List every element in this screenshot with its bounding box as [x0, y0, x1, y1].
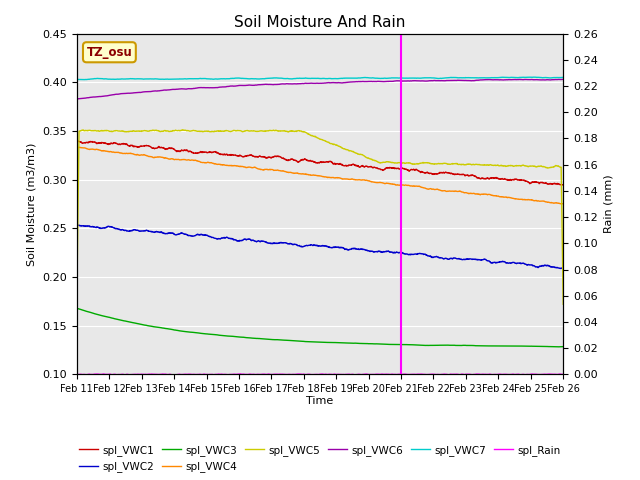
- spl_VWC6: [559, 76, 567, 82]
- spl_VWC1: [516, 178, 524, 183]
- spl_VWC6: [461, 78, 468, 84]
- spl_Rain: [73, 372, 81, 377]
- spl_VWC3: [73, 305, 81, 311]
- spl_Rain: [461, 372, 469, 377]
- spl_VWC6: [209, 85, 216, 91]
- spl_VWC6: [344, 79, 352, 85]
- Y-axis label: Rain (mm): Rain (mm): [604, 175, 613, 233]
- Line: spl_VWC1: spl_VWC1: [77, 141, 563, 185]
- spl_VWC2: [461, 256, 469, 262]
- spl_VWC4: [334, 175, 342, 181]
- spl_VWC4: [559, 201, 567, 207]
- spl_VWC7: [73, 76, 81, 82]
- spl_VWC5: [73, 299, 81, 304]
- spl_VWC3: [209, 332, 216, 337]
- spl_VWC2: [344, 247, 352, 253]
- spl_VWC2: [334, 244, 342, 250]
- spl_VWC4: [73, 144, 81, 150]
- spl_VWC2: [73, 223, 81, 228]
- spl_VWC1: [333, 161, 341, 167]
- spl_VWC7: [80, 77, 88, 83]
- spl_VWC2: [516, 260, 524, 266]
- Line: spl_VWC6: spl_VWC6: [77, 79, 563, 99]
- spl_VWC1: [73, 138, 81, 144]
- Text: TZ_osu: TZ_osu: [86, 46, 132, 59]
- spl_VWC6: [333, 80, 341, 86]
- Line: spl_VWC3: spl_VWC3: [77, 308, 563, 347]
- spl_VWC7: [559, 74, 567, 80]
- spl_VWC2: [530, 263, 538, 269]
- spl_VWC6: [516, 76, 524, 82]
- spl_VWC4: [209, 160, 216, 166]
- spl_VWC7: [527, 74, 534, 80]
- Line: spl_VWC2: spl_VWC2: [77, 225, 563, 268]
- Title: Soil Moisture And Rain: Soil Moisture And Rain: [234, 15, 406, 30]
- spl_VWC5: [461, 162, 469, 168]
- spl_VWC3: [516, 343, 524, 349]
- Line: spl_VWC4: spl_VWC4: [77, 147, 563, 204]
- spl_VWC7: [209, 76, 216, 82]
- spl_VWC1: [558, 182, 566, 188]
- spl_Rain: [237, 371, 244, 377]
- spl_VWC4: [557, 201, 564, 207]
- spl_VWC3: [559, 344, 567, 349]
- spl_VWC5: [334, 143, 342, 148]
- spl_Rain: [559, 372, 567, 377]
- spl_VWC2: [556, 265, 564, 271]
- spl_Rain: [516, 372, 524, 377]
- spl_VWC5: [209, 129, 216, 134]
- spl_VWC6: [530, 77, 538, 83]
- spl_VWC1: [559, 182, 567, 188]
- spl_VWC5: [530, 163, 538, 169]
- spl_VWC7: [461, 75, 469, 81]
- spl_VWC7: [531, 74, 538, 80]
- spl_VWC5: [559, 301, 567, 307]
- spl_VWC1: [530, 179, 538, 185]
- spl_VWC7: [334, 76, 342, 82]
- spl_Rain: [334, 372, 342, 377]
- spl_VWC7: [344, 75, 352, 81]
- spl_VWC4: [461, 190, 469, 195]
- spl_VWC4: [516, 196, 524, 202]
- spl_Rain: [210, 372, 218, 378]
- spl_Rain: [345, 372, 353, 377]
- Line: spl_VWC5: spl_VWC5: [77, 130, 563, 304]
- Legend: spl_VWC1, spl_VWC2, spl_VWC3, spl_VWC4, spl_VWC5, spl_VWC6, spl_VWC7, spl_Rain: spl_VWC1, spl_VWC2, spl_VWC3, spl_VWC4, …: [76, 441, 564, 476]
- spl_VWC6: [73, 96, 81, 102]
- spl_Rain: [209, 372, 216, 377]
- spl_VWC1: [209, 150, 216, 156]
- Y-axis label: Soil Moisture (m3/m3): Soil Moisture (m3/m3): [27, 142, 36, 266]
- spl_VWC4: [530, 198, 538, 204]
- spl_VWC7: [516, 74, 524, 80]
- Line: spl_VWC7: spl_VWC7: [77, 77, 563, 80]
- spl_VWC6: [558, 76, 566, 82]
- spl_VWC2: [209, 234, 216, 240]
- Line: spl_Rain: spl_Rain: [77, 374, 563, 375]
- spl_VWC5: [344, 147, 352, 153]
- spl_VWC3: [530, 343, 538, 349]
- spl_VWC3: [344, 340, 352, 346]
- X-axis label: Time: Time: [307, 396, 333, 406]
- spl_Rain: [531, 372, 538, 377]
- spl_VWC4: [344, 176, 352, 182]
- spl_VWC5: [516, 163, 524, 168]
- spl_VWC1: [344, 163, 352, 168]
- spl_VWC5: [179, 127, 186, 132]
- spl_VWC3: [333, 340, 341, 346]
- spl_VWC1: [461, 172, 468, 178]
- spl_VWC4: [73, 144, 81, 150]
- spl_VWC3: [461, 342, 468, 348]
- spl_VWC2: [559, 265, 567, 271]
- spl_VWC2: [74, 222, 81, 228]
- spl_VWC3: [555, 344, 563, 350]
